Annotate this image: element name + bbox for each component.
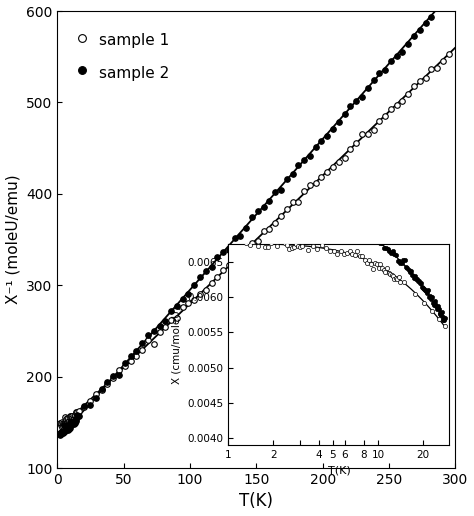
sample 2: [168, 308, 174, 314]
sample 2: [67, 425, 73, 431]
sample 2: [69, 421, 74, 427]
Line: sample 2: sample 2: [57, 0, 451, 438]
sample 2: [446, 0, 452, 2]
sample 1: [59, 424, 64, 430]
sample 1: [446, 51, 452, 57]
sample 1: [405, 91, 411, 98]
sample 2: [400, 49, 405, 55]
sample 1: [220, 267, 226, 273]
sample 1: [57, 420, 63, 426]
Line: sample 1: sample 1: [57, 51, 451, 429]
sample 1: [69, 415, 75, 422]
Legend: sample 1, sample 2: sample 1, sample 2: [65, 19, 181, 94]
sample 2: [215, 254, 220, 260]
sample 2: [57, 431, 63, 438]
X-axis label: T(K): T(K): [239, 492, 273, 510]
sample 1: [174, 315, 180, 321]
Y-axis label: X⁻¹ (moleU/emu): X⁻¹ (moleU/emu): [6, 175, 20, 304]
sample 1: [67, 414, 73, 420]
sample 2: [417, 26, 423, 33]
sample 1: [423, 75, 428, 81]
